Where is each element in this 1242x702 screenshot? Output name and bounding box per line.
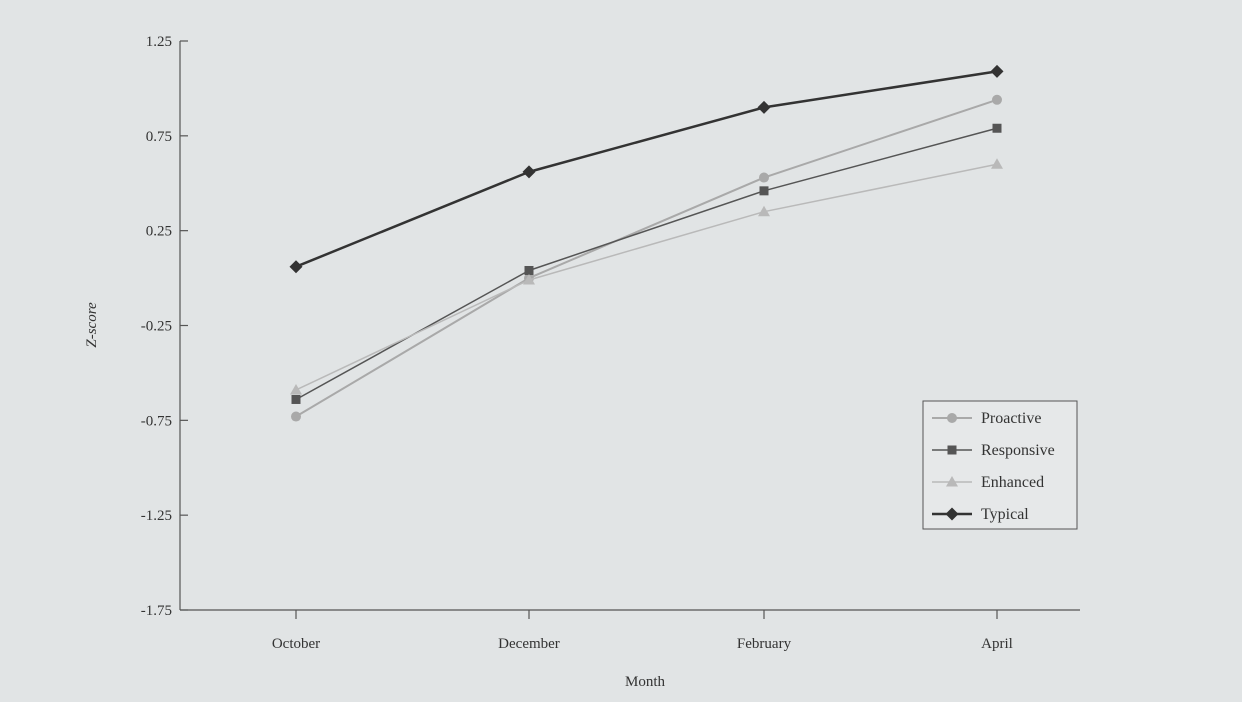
y-tick-label: 0.75 (146, 129, 172, 145)
legend-label: Enhanced (981, 474, 1044, 491)
y-tick-label: -1.25 (141, 508, 172, 524)
data-point (523, 273, 535, 285)
series-line (295, 127, 998, 401)
y-tick-label: 1.25 (146, 34, 172, 50)
data-point (758, 205, 770, 217)
legend-item-proactive: Proactive (932, 410, 1041, 427)
legend-marker (945, 507, 959, 521)
legend-item-typical: Typical (932, 506, 1029, 523)
data-point (990, 64, 1004, 78)
x-tick-label: December (498, 636, 560, 652)
legend-items: Proactive Responsive Enhanced Typical (932, 410, 1055, 523)
x-ticks: October December February April (272, 610, 1013, 652)
data-point (289, 260, 303, 274)
y-tick-label: -0.25 (141, 319, 172, 335)
data-point (291, 394, 301, 404)
series-responsive (291, 123, 1002, 404)
data-point (759, 186, 769, 196)
y-tick-label: -1.75 (141, 603, 172, 619)
y-tick-label: -0.75 (141, 413, 172, 429)
data-point (992, 94, 1002, 105)
x-tick-label: October (272, 636, 320, 652)
x-tick-label: April (981, 636, 1013, 652)
y-ticks: 1.25 0.75 0.25 -0.25 -0.75 -1.25 -1.75 (141, 34, 188, 619)
legend-label: Proactive (981, 410, 1041, 427)
data-point (757, 100, 771, 114)
x-tick-label: February (737, 636, 792, 652)
y-axis-title: Z-score (84, 302, 100, 348)
legend-item-responsive: Responsive (932, 442, 1055, 459)
legend-marker (947, 413, 957, 423)
series (289, 64, 1004, 422)
legend-label: Responsive (981, 442, 1055, 459)
y-tick-label: 0.25 (146, 224, 172, 240)
legend-label: Typical (981, 506, 1029, 523)
data-point (291, 411, 301, 422)
legend-marker (946, 476, 958, 487)
series-typical (289, 64, 1004, 274)
series-enhanced (290, 158, 1003, 395)
legend-box (922, 400, 1078, 530)
data-point (290, 383, 302, 395)
x-axis-title: Month (625, 674, 666, 690)
data-point (524, 265, 534, 275)
series-line (295, 163, 998, 391)
legend-item-enhanced: Enhanced (932, 474, 1044, 491)
data-point (992, 123, 1002, 133)
series-proactive (291, 94, 1002, 422)
series-line (295, 98, 998, 418)
data-point (522, 165, 536, 179)
legend: Proactive Responsive Enhanced Typical (922, 400, 1078, 530)
data-point (991, 158, 1003, 169)
series-line (295, 70, 998, 268)
data-point (759, 172, 769, 183)
legend-marker (947, 445, 957, 455)
